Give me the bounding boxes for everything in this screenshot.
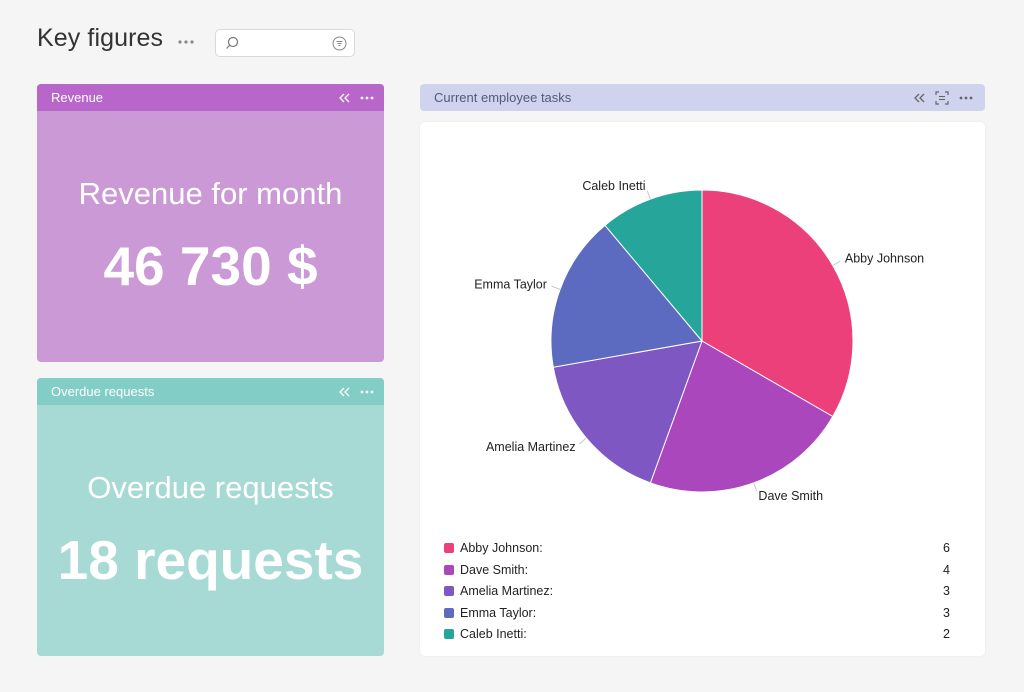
legend-label: Amelia Martinez: <box>460 584 554 598</box>
collapse-icon[interactable] <box>338 93 350 103</box>
pie-leader-line <box>579 437 587 445</box>
filter-icon[interactable] <box>332 36 347 56</box>
legend-value: 4 <box>943 562 950 577</box>
legend-item[interactable]: Dave Smith: 4 <box>444 563 950 585</box>
legend-value: 3 <box>943 584 950 598</box>
search-box[interactable] <box>215 29 355 57</box>
overdue-widget-title: Overdue requests <box>51 384 155 399</box>
search-input[interactable] <box>244 34 328 54</box>
pie-data-label: Emma Taylor <box>474 278 547 292</box>
legend-value: 2 <box>943 627 950 641</box>
pie-slice[interactable] <box>701 189 854 418</box>
legend-swatch <box>444 543 454 553</box>
legend-item[interactable]: Emma Taylor: 3 <box>444 606 950 628</box>
legend-item[interactable]: Abby Johnson: 6 <box>444 541 950 563</box>
revenue-widget-header: Revenue <box>37 84 384 111</box>
overdue-value: 18 requests <box>57 529 364 591</box>
focus-mode-icon[interactable] <box>935 90 949 105</box>
legend-swatch <box>444 607 454 618</box>
pie-chart: Abby Johnson Dave Smith Amelia Martinez Emm… <box>474 179 924 503</box>
revenue-widget-title: Revenue <box>51 90 104 105</box>
pie-leader-line <box>646 190 651 200</box>
overdue-widget-header: Overdue requests <box>37 378 384 405</box>
overdue-requests-widget: Overdue requests Overdue requests 18 req… <box>37 378 384 656</box>
legend-label: Abby Johnson: <box>460 541 543 555</box>
pie-leader-line <box>551 285 561 290</box>
legend-swatch <box>444 586 454 596</box>
search-icon <box>225 36 239 55</box>
tasks-chart-card: Abby Johnson Dave Smith Amelia Martinez Emm… <box>420 122 985 656</box>
legend-value: 6 <box>943 541 950 555</box>
pie-leader-line <box>753 482 758 492</box>
legend-label: Caleb Inetti: <box>460 627 527 641</box>
pie-leader-line <box>832 260 841 266</box>
pie-data-label: Caleb Inetti <box>582 179 645 193</box>
more-options-icon[interactable] <box>177 32 195 50</box>
revenue-caption: Revenue for month <box>78 176 343 211</box>
revenue-value: 46 730 $ <box>103 235 318 297</box>
revenue-widget: Revenue Revenue for month 46 730 $ <box>37 84 384 362</box>
legend-item[interactable]: Amelia Martinez: 3 <box>444 584 950 606</box>
legend-label: Dave Smith: <box>460 562 529 577</box>
more-options-icon[interactable] <box>959 96 973 100</box>
legend-label: Emma Taylor: <box>460 605 537 620</box>
legend-item[interactable]: Caleb Inetti: 2 <box>444 627 950 649</box>
collapse-icon[interactable] <box>338 387 350 397</box>
pie-slice[interactable] <box>604 189 703 343</box>
legend-swatch <box>444 564 454 575</box>
pie-data-label: Amelia Martinez <box>486 440 576 454</box>
legend-swatch <box>444 629 454 639</box>
tasks-widget-title: Current employee tasks <box>434 90 572 105</box>
chart-legend: Abby Johnson: 6 Dave Smith: 4 Amelia Martine… <box>444 541 950 649</box>
more-options-icon[interactable] <box>360 96 374 100</box>
page-title: Key figures <box>37 24 164 52</box>
pie-data-label: Dave Smith <box>758 489 823 503</box>
legend-value: 3 <box>943 605 950 620</box>
pie-data-label: Abby Johnson <box>845 252 924 266</box>
pie-slice[interactable] <box>649 340 834 493</box>
tasks-widget-header: Current employee tasks <box>420 84 985 111</box>
collapse-icon[interactable] <box>913 93 925 103</box>
page-header: Key figures <box>37 24 195 53</box>
overdue-caption: Overdue requests <box>87 470 334 505</box>
more-options-icon[interactable] <box>360 390 374 394</box>
